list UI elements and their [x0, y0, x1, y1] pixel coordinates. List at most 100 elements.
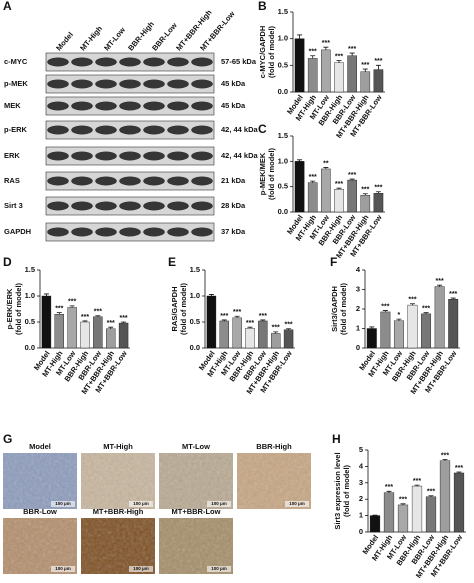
lane-label: MT-High [78, 24, 104, 53]
y-tick-label: 0 [359, 527, 363, 536]
significance: *** [348, 46, 356, 53]
bar [361, 195, 370, 212]
significance: *** [55, 305, 63, 312]
bar [435, 287, 445, 348]
bar [308, 58, 317, 92]
significance: *** [436, 278, 444, 285]
band [167, 102, 189, 111]
band [47, 228, 69, 237]
scale-bar-label: 100 μm [211, 566, 227, 571]
y-tick-label: 1.5 [278, 131, 288, 140]
significance: *** [284, 322, 292, 329]
band [47, 202, 69, 211]
sample-label: BBR-High [256, 442, 292, 451]
band [119, 152, 141, 161]
y-axis-label: (fold of model) [267, 147, 276, 200]
size-label: 37 kDa [221, 227, 246, 236]
error-bar [437, 285, 442, 286]
significance: *** [94, 309, 102, 316]
y-axis-label: Sirt3 expression level [333, 452, 342, 529]
significance: *** [361, 62, 369, 69]
band [167, 228, 189, 237]
bar [271, 333, 280, 348]
bar [374, 70, 383, 92]
band [119, 228, 141, 237]
significance: *** [246, 320, 254, 327]
bar [93, 317, 102, 348]
y-tick-label: 1.0 [25, 291, 35, 300]
y-axis-label: (fold of model) [14, 282, 23, 335]
bar [233, 318, 242, 348]
y-tick-label: 0.5 [278, 182, 288, 191]
band [143, 177, 165, 186]
scale-bar-label: 100 μm [55, 501, 71, 506]
bar [220, 321, 229, 348]
bar [334, 63, 343, 92]
scale-bar-label: 100 μm [289, 501, 305, 506]
band [47, 102, 69, 111]
band [71, 177, 93, 186]
bar [246, 328, 255, 348]
bar [119, 323, 128, 348]
y-axis-label: p-ERK/ERK [5, 288, 14, 329]
sample-label: MT+BBR-Low [172, 507, 221, 516]
error-bar [350, 53, 355, 56]
band [191, 102, 213, 111]
band [47, 80, 69, 89]
size-label: 21 kDa [221, 176, 246, 185]
y-axis-label: p-MEK/MEK [258, 152, 267, 195]
band [95, 228, 117, 237]
y-tick-label: 3 [356, 284, 360, 293]
significance: *** [381, 303, 389, 310]
band [95, 58, 117, 67]
protein-label: ERK [4, 151, 20, 160]
error-bar [297, 35, 302, 39]
band [191, 177, 213, 186]
bar [295, 39, 304, 92]
error-bar [337, 61, 342, 63]
y-tick-label: 4 [356, 265, 361, 274]
error-bar [44, 294, 49, 296]
error-bar [323, 167, 328, 169]
significance: * [398, 312, 401, 319]
bar [394, 321, 404, 348]
band [167, 177, 189, 186]
size-label: 45 kDa [221, 79, 246, 88]
error-bar [57, 313, 62, 315]
bar [454, 473, 464, 532]
lane-label: MT-Low [102, 25, 127, 52]
error-bar [410, 304, 415, 305]
y-tick-label: 0.0 [190, 343, 200, 352]
y-tick-label: 0.5 [278, 60, 288, 69]
bar [440, 461, 450, 532]
y-tick-label: 0.0 [25, 343, 35, 352]
significance: *** [408, 297, 416, 304]
bar [448, 299, 458, 348]
band [191, 126, 213, 135]
band [167, 80, 189, 89]
band [167, 126, 189, 135]
bar [308, 183, 317, 212]
significance: *** [455, 465, 463, 472]
significance: *** [335, 53, 343, 60]
bar [55, 314, 64, 348]
band [95, 80, 117, 89]
bar [408, 305, 418, 348]
band [143, 102, 165, 111]
y-axis-label: (fold of model) [267, 25, 276, 78]
size-label: 45 kDa [221, 101, 246, 110]
band [119, 80, 141, 89]
bar [42, 296, 51, 348]
band [191, 152, 213, 161]
size-label: 42, 44 kDa [221, 125, 259, 134]
bar [258, 321, 267, 348]
bar [348, 56, 357, 92]
scale-bar-label: 100 μm [133, 566, 149, 571]
bar [361, 72, 370, 92]
y-tick-label: 1.5 [278, 7, 288, 16]
band [95, 102, 117, 111]
band [95, 177, 117, 186]
sample-label: MT+BBR-High [93, 507, 144, 516]
band [47, 152, 69, 161]
